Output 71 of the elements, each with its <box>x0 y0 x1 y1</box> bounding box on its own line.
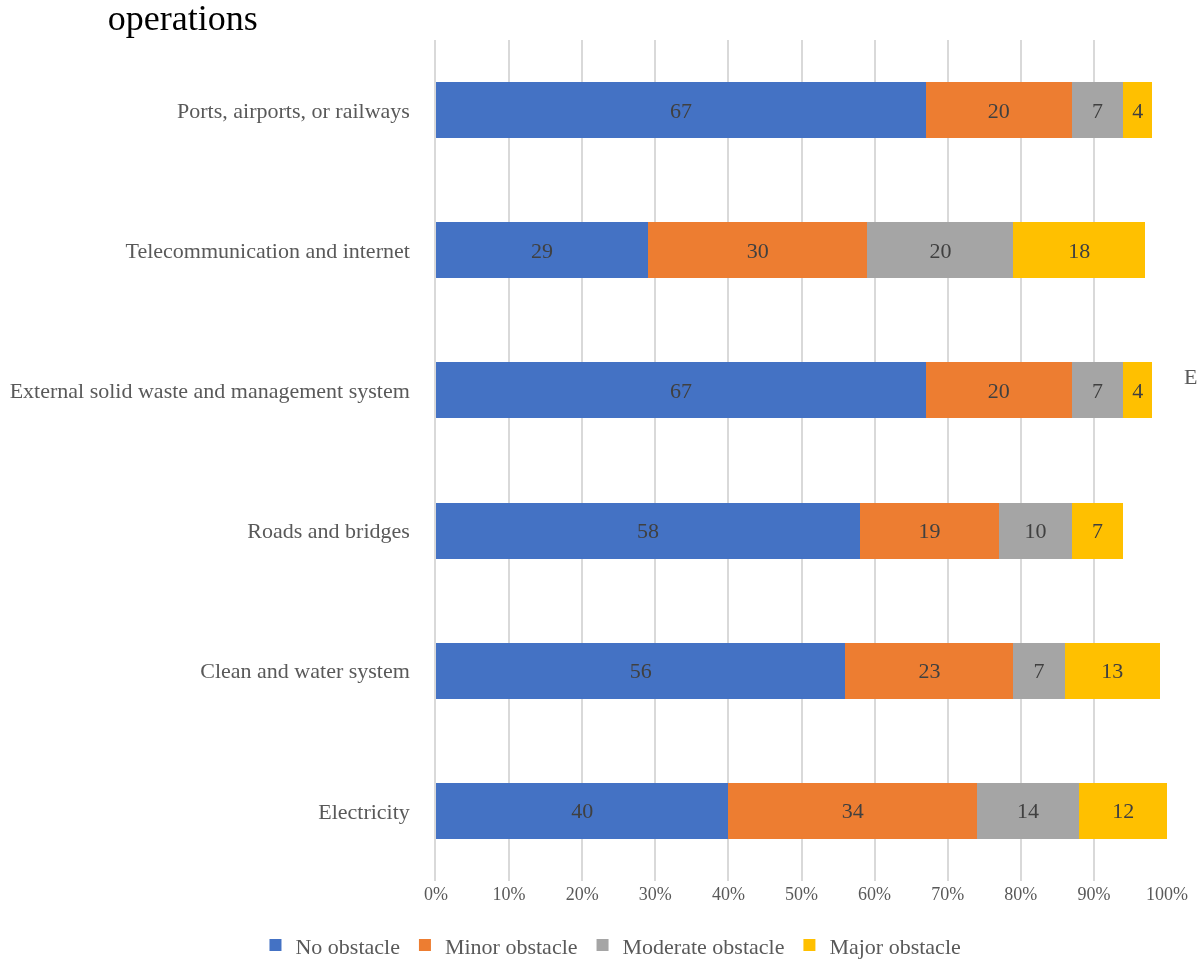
data-label: 29 <box>530 237 553 263</box>
y-tick-label: Telecommunication and internet <box>125 237 410 263</box>
x-tick-label: 100% <box>1146 884 1188 904</box>
legend-label: Moderate obstacle <box>622 933 785 959</box>
bar <box>845 642 1014 699</box>
bar <box>925 362 1072 419</box>
y-tick-label: Electricity <box>318 798 410 824</box>
bar <box>728 782 977 839</box>
text: E <box>1184 364 1198 389</box>
bar <box>436 82 926 139</box>
bar <box>436 502 860 559</box>
data-label: 20 <box>987 97 1010 123</box>
y-tick-label: Clean and water system <box>200 658 410 684</box>
data-label: 4 <box>1132 377 1144 403</box>
data-label: 12 <box>1112 798 1135 824</box>
data-label: 14 <box>1017 798 1040 824</box>
bar <box>436 362 926 419</box>
data-label: 4 <box>1132 97 1144 123</box>
data-label: 7 <box>1092 518 1104 544</box>
bar <box>859 502 999 559</box>
chart-title: operations <box>107 0 258 39</box>
bar <box>1071 502 1124 559</box>
y-tick-label: External solid waste and management system <box>9 378 410 404</box>
legend-label: Major obstacle <box>829 933 961 959</box>
data-label: 56 <box>629 658 652 684</box>
data-label: 7 <box>1033 658 1045 684</box>
data-label: 20 <box>987 377 1010 403</box>
data-label: 7 <box>1092 377 1104 403</box>
data-label: 19 <box>918 518 941 544</box>
data-label: 34 <box>841 798 864 824</box>
bar <box>976 782 1080 839</box>
bar <box>436 222 648 279</box>
bar <box>1071 82 1124 139</box>
x-tick-label: 0% <box>424 884 448 904</box>
data-label: 67 <box>669 377 692 403</box>
x-tick-label: 80% <box>1004 884 1038 904</box>
bar <box>647 222 868 279</box>
data-label: 67 <box>669 97 692 123</box>
bar <box>998 502 1072 559</box>
x-tick-label: 40% <box>711 884 745 904</box>
data-label: 13 <box>1101 658 1124 684</box>
data-label: 18 <box>1068 237 1091 263</box>
data-label: 10 <box>1024 518 1047 544</box>
bar <box>1071 362 1124 419</box>
x-tick-label: 20% <box>565 884 599 904</box>
y-tick-label: Roads and bridges <box>247 518 410 544</box>
data-label: 40 <box>571 798 594 824</box>
data-label: 20 <box>929 237 952 263</box>
bar <box>1013 642 1065 699</box>
x-tick-label: 10% <box>492 884 526 904</box>
legend-label: Minor obstacle <box>444 933 578 959</box>
bar <box>1123 362 1153 419</box>
bar <box>925 82 1072 139</box>
bar <box>867 222 1014 279</box>
bar <box>1123 82 1153 139</box>
data-label: 7 <box>1092 97 1104 123</box>
bar <box>1079 782 1167 839</box>
x-tick-label: 60% <box>858 884 892 904</box>
x-tick-label: 70% <box>931 884 965 904</box>
y-tick-label: Ports, airports, or railways <box>177 97 410 123</box>
bar <box>1013 222 1146 279</box>
x-tick-label: 90% <box>1077 884 1111 904</box>
bar <box>436 782 729 839</box>
legend-label: No obstacle <box>295 933 400 959</box>
bar <box>436 642 846 699</box>
data-label: 30 <box>746 237 769 263</box>
data-label: 58 <box>636 518 659 544</box>
x-tick-label: 50% <box>785 884 818 904</box>
bar <box>1064 642 1160 699</box>
x-tick-label: 30% <box>638 884 672 904</box>
data-label: 23 <box>918 658 941 684</box>
